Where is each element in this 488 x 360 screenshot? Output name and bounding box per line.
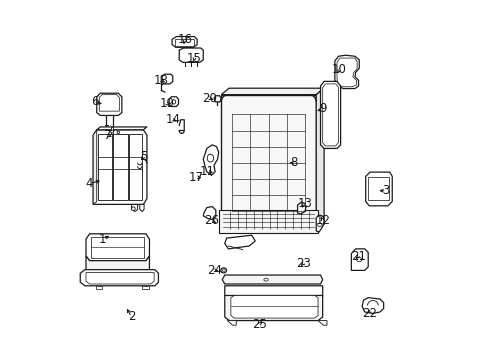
- Text: 19: 19: [160, 98, 175, 111]
- Text: 24: 24: [207, 264, 222, 277]
- Text: 4: 4: [86, 177, 93, 190]
- Text: 23: 23: [296, 257, 310, 270]
- Polygon shape: [224, 235, 255, 249]
- Polygon shape: [96, 286, 102, 289]
- Polygon shape: [334, 55, 359, 89]
- Polygon shape: [227, 320, 236, 325]
- Polygon shape: [142, 286, 148, 289]
- Polygon shape: [86, 256, 149, 273]
- Polygon shape: [179, 120, 184, 131]
- Polygon shape: [316, 215, 324, 232]
- Polygon shape: [86, 234, 149, 261]
- Text: 22: 22: [361, 307, 376, 320]
- Polygon shape: [91, 237, 144, 258]
- Ellipse shape: [207, 154, 213, 162]
- Polygon shape: [221, 95, 316, 231]
- Text: 8: 8: [290, 156, 297, 169]
- Text: 12: 12: [315, 214, 329, 227]
- Text: 17: 17: [188, 171, 203, 184]
- Text: 5: 5: [140, 150, 147, 163]
- Polygon shape: [351, 249, 367, 270]
- Ellipse shape: [222, 269, 224, 272]
- Polygon shape: [224, 296, 322, 320]
- Text: 3: 3: [382, 184, 389, 197]
- Polygon shape: [320, 81, 340, 148]
- Polygon shape: [80, 270, 158, 286]
- Text: 2: 2: [127, 310, 135, 324]
- Polygon shape: [161, 74, 172, 85]
- Text: 11: 11: [199, 165, 214, 177]
- Polygon shape: [367, 177, 388, 200]
- Polygon shape: [336, 58, 356, 87]
- Polygon shape: [131, 204, 137, 212]
- Polygon shape: [93, 130, 97, 204]
- Polygon shape: [203, 207, 215, 220]
- Polygon shape: [316, 88, 324, 231]
- Polygon shape: [111, 127, 113, 134]
- Polygon shape: [174, 40, 194, 45]
- Ellipse shape: [110, 130, 113, 133]
- Polygon shape: [99, 95, 119, 111]
- Polygon shape: [97, 93, 122, 116]
- Text: 26: 26: [203, 214, 219, 227]
- Text: 20: 20: [202, 92, 216, 105]
- Text: 18: 18: [154, 74, 168, 87]
- Text: 9: 9: [318, 103, 326, 116]
- Ellipse shape: [131, 207, 135, 211]
- Polygon shape: [93, 130, 147, 204]
- Text: 6: 6: [91, 95, 98, 108]
- Text: 16: 16: [178, 33, 192, 46]
- Polygon shape: [365, 172, 391, 206]
- Polygon shape: [297, 202, 305, 214]
- Text: 10: 10: [331, 63, 346, 76]
- Polygon shape: [140, 204, 144, 212]
- Text: 14: 14: [165, 113, 181, 126]
- Text: 7: 7: [103, 129, 111, 142]
- Ellipse shape: [356, 257, 361, 262]
- Polygon shape: [172, 37, 197, 47]
- Polygon shape: [129, 134, 142, 200]
- Polygon shape: [98, 134, 112, 200]
- Text: 25: 25: [252, 318, 266, 331]
- Ellipse shape: [117, 131, 119, 134]
- Polygon shape: [224, 286, 322, 300]
- Polygon shape: [219, 210, 317, 233]
- Polygon shape: [97, 127, 147, 130]
- Ellipse shape: [264, 278, 267, 281]
- Polygon shape: [317, 320, 326, 325]
- Text: 21: 21: [350, 249, 366, 262]
- Polygon shape: [222, 275, 322, 284]
- Polygon shape: [230, 296, 317, 318]
- Polygon shape: [169, 97, 178, 107]
- Polygon shape: [322, 84, 338, 146]
- Text: 1: 1: [99, 233, 106, 246]
- Polygon shape: [86, 273, 154, 284]
- Ellipse shape: [172, 100, 175, 104]
- Polygon shape: [113, 134, 128, 200]
- Text: 15: 15: [186, 52, 202, 65]
- Polygon shape: [362, 298, 383, 314]
- Polygon shape: [203, 145, 218, 175]
- Ellipse shape: [221, 268, 226, 273]
- Text: 13: 13: [297, 197, 311, 210]
- Ellipse shape: [317, 223, 321, 226]
- Polygon shape: [214, 96, 221, 102]
- Polygon shape: [221, 88, 324, 95]
- Polygon shape: [179, 48, 203, 62]
